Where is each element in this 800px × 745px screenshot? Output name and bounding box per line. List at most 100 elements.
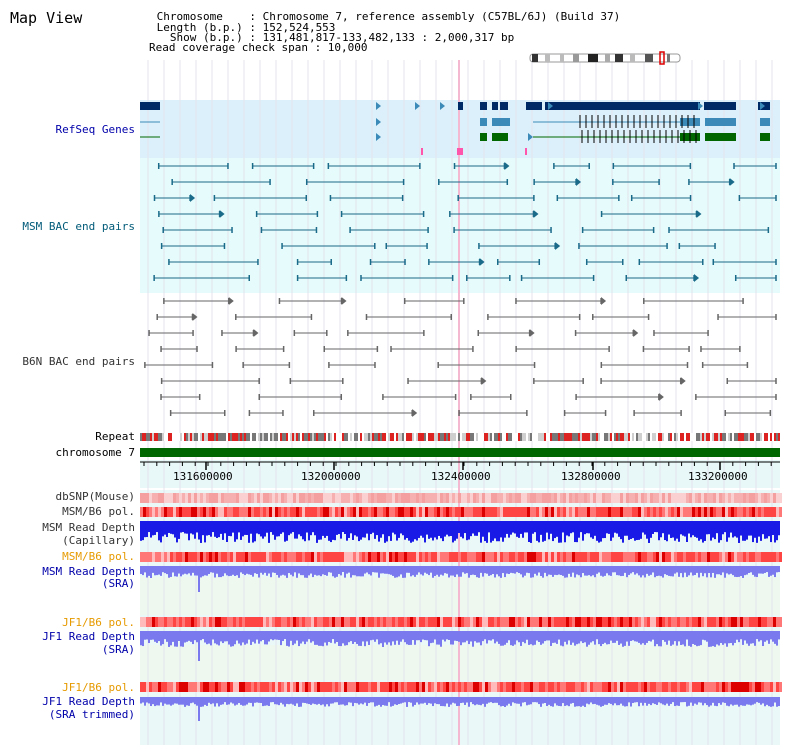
read-depth-bar [324, 697, 326, 707]
heatmap-cell [263, 493, 266, 503]
heatmap-cell [497, 493, 500, 503]
heatmap-cell [200, 552, 203, 562]
heatmap-cell [275, 552, 278, 562]
heatmap-cell [746, 493, 749, 503]
read-depth-bar [592, 697, 594, 705]
track-label-msm-read-depth-sra[interactable]: MSM Read Depth [42, 565, 135, 578]
read-depth-bar [658, 521, 660, 541]
read-depth-bar [666, 697, 668, 704]
track-label-jf1-read-depth-sra[interactable]: JF1 Read Depth [42, 630, 135, 643]
heatmap-cell [488, 617, 491, 627]
track-label-repeat[interactable]: Repeat [95, 430, 135, 443]
heatmap-cell [293, 617, 296, 627]
heatmap-cell [254, 682, 257, 692]
read-depth-bar [368, 521, 370, 541]
repeat-segment [278, 433, 280, 441]
heatmap-cell [179, 617, 182, 627]
read-depth-bar [600, 566, 602, 576]
read-depth-bar [550, 521, 552, 534]
repeat-segment [538, 433, 540, 441]
read-depth-bar [200, 697, 202, 707]
read-depth-bar [726, 697, 728, 706]
heatmap-cell [398, 552, 401, 562]
heatmap-cell [350, 493, 353, 503]
track-label-jf1-b6-pol[interactable]: JF1/B6 pol. [62, 616, 135, 629]
track-label-jf1-read-depth-trim[interactable]: JF1 Read Depth [42, 695, 135, 708]
track-label-chromosome[interactable]: chromosome 7 [55, 446, 135, 459]
read-depth-bar [294, 521, 296, 539]
track-label-b6n-bac[interactable]: B6N BAC end pairs [22, 355, 135, 368]
heatmap-cell [491, 682, 494, 692]
heatmap-cell [161, 682, 164, 692]
read-depth-bar [764, 631, 766, 642]
read-depth-bar [252, 631, 254, 642]
track-label-jf1-b6-pol-2[interactable]: JF1/B6 pol. [62, 681, 135, 694]
heatmap-cell [605, 552, 608, 562]
read-depth-bar [280, 521, 282, 534]
track-label-refseq[interactable]: RefSeq Genes [55, 123, 135, 136]
read-depth-bar [436, 521, 438, 540]
read-depth-bar [484, 697, 486, 707]
read-depth-bar [178, 566, 180, 574]
heatmap-cell [722, 617, 725, 627]
heatmap-cell [530, 507, 533, 517]
read-depth-bar [434, 697, 436, 704]
heatmap-cell [752, 617, 755, 627]
read-depth-bar [568, 631, 570, 641]
heatmap-cell [182, 682, 185, 692]
heatmap-cell [734, 552, 737, 562]
read-depth-bar [304, 697, 306, 703]
track-label-dbsnp[interactable]: dbSNP(Mouse) [55, 490, 135, 503]
read-depth-bar [696, 521, 698, 538]
heatmap-cell [503, 507, 506, 517]
track-label-msm-b6-pol[interactable]: MSM/B6 pol. [62, 505, 135, 518]
heatmap-cell [164, 682, 167, 692]
read-depth-bar [448, 631, 450, 640]
heatmap-cell [584, 682, 587, 692]
repeat-segment [570, 433, 572, 441]
read-depth-bar [156, 631, 158, 643]
repeat-segment [578, 433, 580, 441]
read-depth-bar [520, 697, 522, 707]
track-label-msm-b6-pol-2[interactable]: MSM/B6 pol. [62, 550, 135, 563]
read-depth-bar [376, 631, 378, 640]
read-depth-bar [370, 631, 372, 641]
read-depth-bar [284, 566, 286, 576]
read-depth-bar [346, 631, 348, 646]
repeat-segment [684, 433, 686, 441]
heatmap-cell [575, 507, 578, 517]
b6n-bac-pair-arrow [253, 329, 259, 337]
read-depth-bar [282, 697, 284, 705]
read-depth-bar [744, 631, 746, 641]
read-depth-bar [312, 566, 314, 578]
heatmap-cell [464, 552, 467, 562]
read-depth-bar [620, 566, 622, 577]
heatmap-cell [470, 617, 473, 627]
read-depth-bar [634, 697, 636, 703]
heatmap-cell [659, 617, 662, 627]
read-depth-bar [700, 631, 702, 646]
heatmap-cell [257, 493, 260, 503]
read-depth-bar [172, 697, 174, 705]
repeat-segment [422, 433, 424, 441]
track-label-msm-read-depth-capillary[interactable]: MSM Read Depth [42, 521, 135, 534]
read-depth-bar [264, 566, 266, 573]
read-depth-bar [606, 697, 608, 705]
read-depth-bar [392, 566, 394, 576]
read-depth-bar [514, 697, 516, 704]
read-depth-bar [246, 521, 248, 535]
read-depth-bar [338, 566, 340, 575]
read-depth-bar [528, 697, 530, 705]
read-depth-tracks [140, 521, 780, 721]
heatmap-cell [356, 682, 359, 692]
heatmap-cell [389, 682, 392, 692]
heatmap-cell [743, 682, 746, 692]
heatmap-cell [425, 682, 428, 692]
read-depth-bar [152, 566, 154, 573]
read-depth-bar [516, 521, 518, 537]
heatmap-cell [437, 552, 440, 562]
read-depth-bar [400, 521, 402, 534]
track-label-msm-bac[interactable]: MSM BAC end pairs [22, 220, 135, 233]
heatmap-cell [764, 552, 767, 562]
